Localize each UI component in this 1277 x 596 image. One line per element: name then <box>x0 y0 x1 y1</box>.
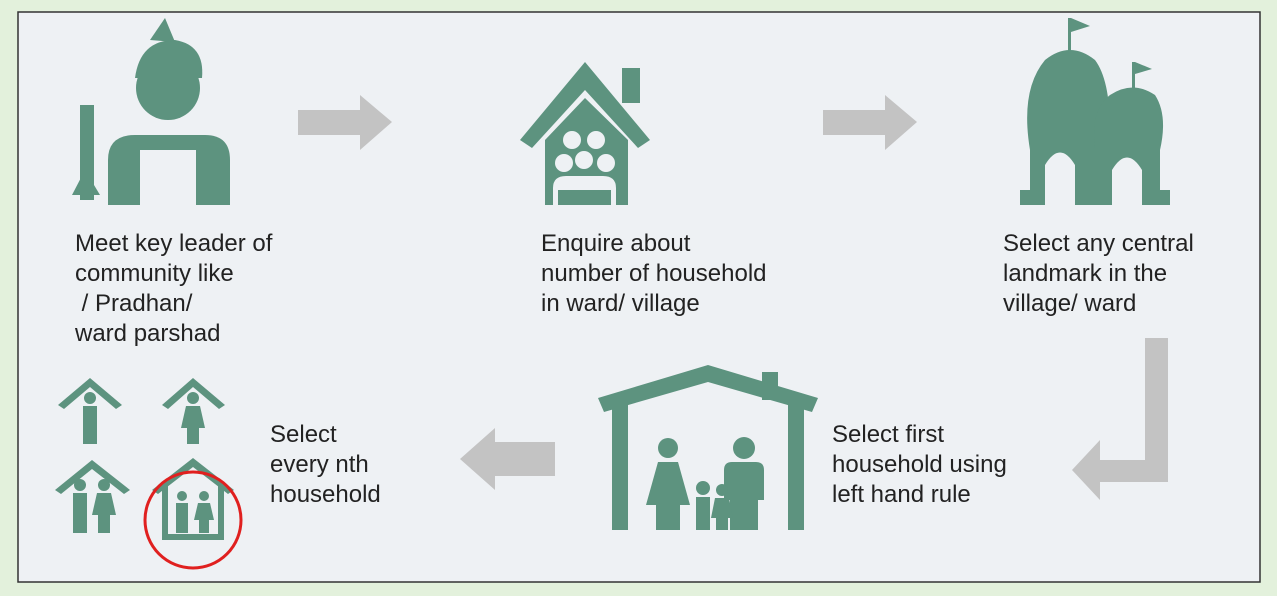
step-text: Select <box>270 421 337 448</box>
arrow <box>1072 338 1168 500</box>
step-text: landmark in the <box>1003 260 1167 287</box>
step-text: community like <box>75 260 234 287</box>
step-text: number of household <box>541 260 767 287</box>
arrow <box>298 95 392 150</box>
step-text: village/ ward <box>1003 290 1136 317</box>
arrow <box>823 95 917 150</box>
leader-icon <box>72 18 230 205</box>
step-text: in ward/ village <box>541 290 700 317</box>
step-text: left hand rule <box>832 481 971 508</box>
step-text: ward parshad <box>74 320 220 347</box>
step-text: household using <box>832 451 1007 478</box>
step-text: Select any central <box>1003 230 1194 257</box>
step-text: Enquire about <box>541 230 691 257</box>
small-houses <box>55 378 234 540</box>
step-text: household <box>270 481 381 508</box>
step-text: Select first <box>832 421 944 448</box>
step-text: every nth <box>270 451 369 478</box>
family-house-icon <box>598 365 818 530</box>
step-text: Meet key leader of <box>75 230 273 257</box>
step-text: / Pradhan/ <box>75 290 193 317</box>
house-icon <box>520 62 650 205</box>
arrow <box>460 428 555 490</box>
highlight-circle <box>143 470 243 570</box>
